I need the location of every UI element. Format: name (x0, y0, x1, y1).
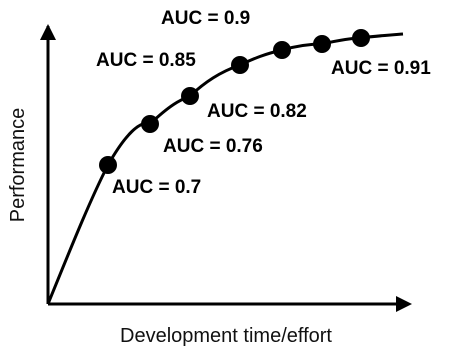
y-axis-arrowhead (40, 24, 56, 40)
data-point (273, 41, 291, 59)
data-point (181, 87, 199, 105)
data-point (231, 56, 249, 74)
data-point (99, 156, 117, 174)
point-label: AUC = 0.76 (163, 136, 263, 157)
x-axis-arrowhead (396, 296, 412, 312)
point-label: AUC = 0.82 (207, 101, 307, 122)
point-label: AUC = 0.7 (112, 177, 201, 198)
x-axis-label: Development time/effort (120, 325, 332, 347)
data-point (313, 35, 331, 53)
data-point (352, 29, 370, 47)
points-layer: AUC = 0.7 AUC = 0.76 AUC = 0.82 AUC = 0.85 A… (96, 8, 431, 198)
point-label: AUC = 0.9 (161, 8, 250, 29)
point-label: AUC = 0.91 (331, 58, 431, 79)
point-label: AUC = 0.85 (96, 50, 196, 71)
data-point (141, 115, 159, 133)
y-axis-label: Performance (7, 108, 29, 223)
